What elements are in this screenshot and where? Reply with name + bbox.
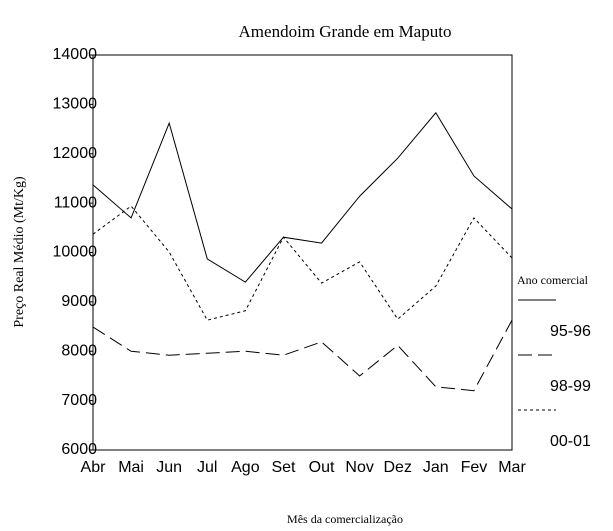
x-tick-label: Jun (156, 459, 182, 476)
y-tick-label: 13000 (53, 96, 98, 113)
data-line (92, 319, 513, 392)
legend-label: 95-96 (550, 323, 591, 340)
y-tick-label: 7000 (61, 392, 97, 409)
x-tick-label: Mai (118, 459, 144, 476)
x-tick-label: Out (309, 459, 335, 476)
x-tick-label: Mar (498, 459, 526, 476)
x-axis-label: Mês da comercialização (287, 512, 403, 526)
legend-label: 00-01 (550, 433, 591, 450)
legend-label: 98-99 (550, 378, 591, 395)
chart-title: Amendoim Grande em Maputo (239, 22, 452, 41)
y-axis-label: Preço Real Médio (Mt/Kg) (12, 176, 27, 328)
plot-frame (92, 54, 513, 451)
legend-title: Ano comercial (517, 273, 589, 287)
x-tick-label: Ago (231, 459, 260, 476)
y-tick-label: 9000 (61, 293, 97, 310)
x-tick-label: Dez (384, 459, 412, 476)
x-tick-label: Fev (461, 459, 488, 476)
y-tick-label: 14000 (53, 46, 98, 63)
data-line (92, 111, 513, 283)
x-tick-label: Nov (345, 459, 373, 476)
y-tick-label: 6000 (61, 441, 97, 458)
x-tick-label: Abr (81, 459, 107, 476)
x-tick-label: Set (271, 459, 296, 476)
y-tick-label: 11000 (54, 194, 97, 211)
x-tick-label: Jul (197, 459, 217, 476)
y-tick-label: 8000 (61, 342, 97, 359)
y-tick-label: 10000 (53, 244, 98, 261)
y-tick-label: 12000 (53, 145, 98, 162)
x-tick-label: Jan (423, 459, 449, 476)
data-line (92, 205, 513, 321)
